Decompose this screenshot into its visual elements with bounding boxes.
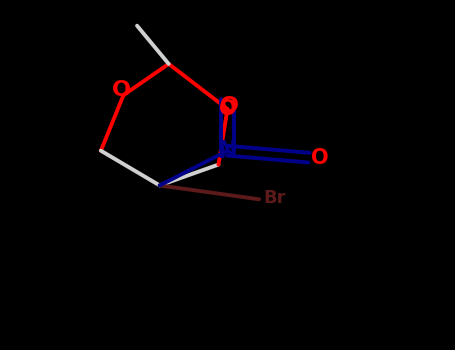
Text: O: O bbox=[311, 148, 329, 168]
Text: O: O bbox=[220, 96, 239, 116]
Text: N: N bbox=[217, 139, 238, 163]
Text: O: O bbox=[112, 80, 131, 100]
Text: Br: Br bbox=[264, 189, 286, 206]
Text: O: O bbox=[219, 99, 236, 119]
